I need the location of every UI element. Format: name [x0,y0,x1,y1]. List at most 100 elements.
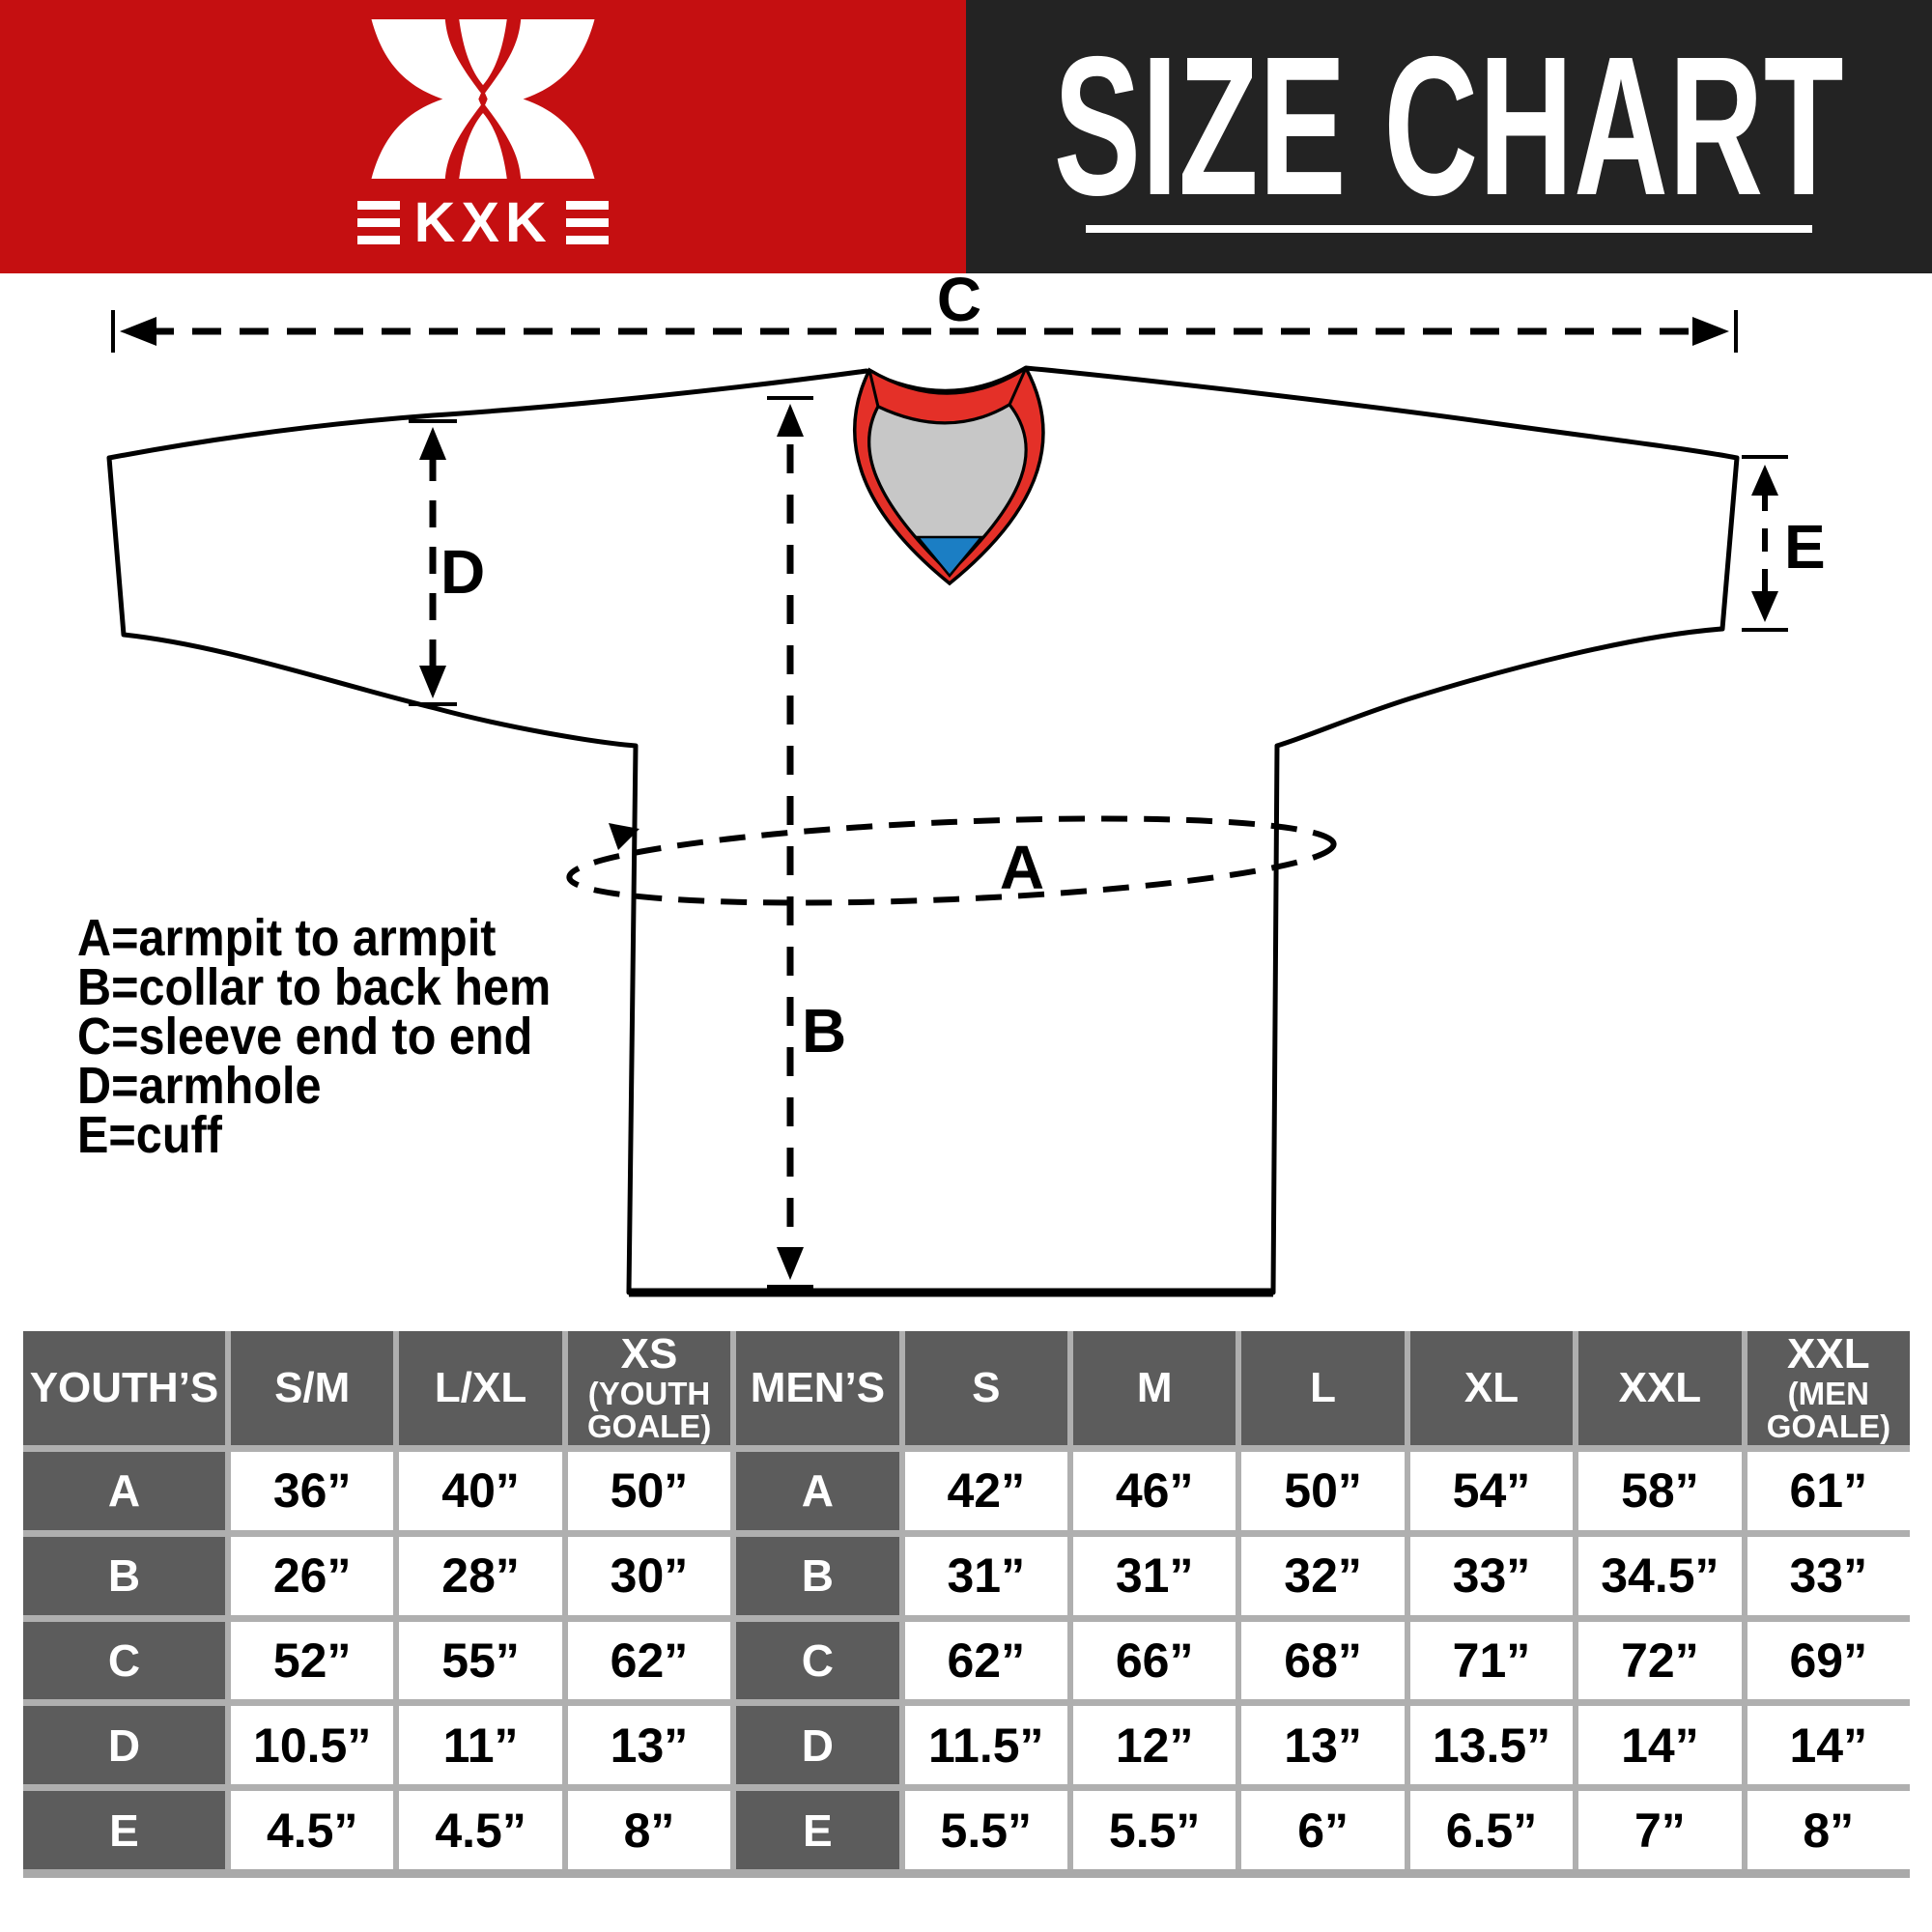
col-header-xl: XL [1409,1331,1574,1445]
cell-men-b-xxl: 34.5” [1578,1536,1742,1615]
label-a: A [1000,833,1044,902]
label-b: B [802,996,846,1065]
legend-line-c: C=sleeve end to end [77,1008,533,1065]
collar-inner-gray [867,403,1028,576]
cell-youth-c-sm: 52” [231,1621,394,1700]
col-header-m: M [1072,1331,1236,1445]
cell-youth-d-sm: 10.5” [231,1706,394,1785]
cell-men-e-xl: 6.5” [1409,1791,1574,1869]
cell-youth-d-xs: 13” [567,1706,731,1785]
cell-men-b-m: 31” [1072,1536,1236,1615]
cell-men-a-l: 50” [1241,1452,1405,1530]
col-header-l: L [1241,1331,1405,1445]
arrow-e [1742,455,1788,632]
cell-men-e-xxl: 7” [1578,1791,1742,1869]
cell-men-a-xl: 54” [1409,1452,1574,1530]
col-header-sm: S/M [231,1331,394,1445]
cell-men-a-xxl: 58” [1578,1452,1742,1530]
cell-men-b-xl: 33” [1409,1536,1574,1615]
jersey-outline [106,365,1740,1295]
row-label-youth-c: C [23,1621,225,1700]
col-header-lxl: L/XL [399,1331,562,1445]
size-table: YOUTH’S S/M L/XL XS (YOUTH GOALE) MEN’S S… [23,1331,1910,1878]
collar-blue-insert [915,535,984,578]
page-title: SIZE CHART [1053,14,1845,237]
cell-men-b-l: 32” [1241,1536,1405,1615]
row-label-men-a: A [736,1452,899,1530]
cell-men-c-m: 66” [1072,1621,1236,1700]
cell-men-c-l: 68” [1241,1621,1405,1700]
legend-line-e: E=cuff [77,1106,222,1164]
col-header-mens: MEN’S [736,1331,899,1445]
legend-line-d: D=armhole [77,1057,322,1115]
legend-line-a: A=armpit to armpit [77,909,497,967]
cell-men-e-m: 5.5” [1072,1791,1236,1869]
row-label-men-b: B [736,1536,899,1615]
label-c: C [937,265,981,334]
triple-bar-left-icon [356,200,400,244]
cell-youth-a-sm: 36” [231,1452,394,1530]
row-label-youth-b: B [23,1536,225,1615]
col-header-xs-youth-goalie: XS (YOUTH GOALE) [567,1331,731,1445]
cell-men-a-m: 46” [1072,1452,1236,1530]
collar-seam-left [867,369,880,408]
arrow-c [111,310,1738,353]
col-header-xxl-men-goalie: XXL (MEN GOALE) [1747,1331,1910,1445]
brand-panel: KXK [0,0,966,273]
row-label-youth-e: E [23,1791,225,1869]
cell-men-d-xxl: 14” [1578,1706,1742,1785]
brand-row: KXK [356,190,610,255]
measurement-legend: A=armpit to armpit B=collar to back hem … [77,909,552,1164]
title-panel: SIZE CHART [966,0,1932,273]
header-banner: KXK SIZE CHART [0,0,1932,273]
title-underline [1086,224,1812,233]
col-header-xxl: XXL [1578,1331,1742,1445]
cell-men-a-xxlg: 61” [1747,1452,1910,1530]
cell-men-c-s: 62” [904,1621,1067,1700]
arrow-a [566,815,1337,906]
brand-name: KXK [413,190,553,254]
triple-bar-right-icon [566,200,610,244]
cell-youth-a-xs: 50” [567,1452,731,1530]
row-label-men-c: C [736,1621,899,1700]
label-e: E [1784,512,1826,582]
cell-men-c-xxlg: 69” [1747,1621,1910,1700]
cell-men-c-xxl: 72” [1578,1621,1742,1700]
row-label-youth-a: A [23,1452,225,1530]
cell-youth-e-lxl: 4.5” [399,1791,562,1869]
cell-men-c-xl: 71” [1409,1621,1574,1700]
cell-youth-c-xs: 62” [567,1621,731,1700]
cell-men-d-xl: 13.5” [1409,1706,1574,1785]
cell-men-d-m: 12” [1072,1706,1236,1785]
cell-men-e-s: 5.5” [904,1791,1067,1869]
cell-youth-b-xs: 30” [567,1536,731,1615]
row-label-men-d: D [736,1706,899,1785]
cell-men-e-l: 6” [1241,1791,1405,1869]
cell-youth-e-sm: 4.5” [231,1791,394,1869]
cell-men-d-s: 11.5” [904,1706,1067,1785]
legend-line-b: B=collar to back hem [77,958,552,1016]
cell-men-e-xxlg: 8” [1747,1791,1910,1869]
cell-youth-b-sm: 26” [231,1536,394,1615]
label-d: D [440,537,485,607]
cell-youth-e-xs: 8” [567,1791,731,1869]
cell-men-d-xxlg: 14” [1747,1706,1910,1785]
cell-youth-d-lxl: 11” [399,1706,562,1785]
cell-youth-a-lxl: 40” [399,1452,562,1530]
arrow-b [767,396,813,1289]
cell-men-a-s: 42” [904,1452,1067,1530]
cell-men-b-xxlg: 33” [1747,1536,1910,1615]
col-header-s: S [904,1331,1067,1445]
cell-men-d-l: 13” [1241,1706,1405,1785]
row-label-men-e: E [736,1791,899,1869]
col-header-youths: YOUTH’S [23,1331,225,1445]
kxk-logo-icon [371,18,595,179]
cell-youth-c-lxl: 55” [399,1621,562,1700]
arrow-d [409,419,457,706]
cell-youth-b-lxl: 28” [399,1536,562,1615]
collar-seam-right [1008,367,1028,406]
row-label-youth-d: D [23,1706,225,1785]
cell-men-b-s: 31” [904,1536,1067,1615]
